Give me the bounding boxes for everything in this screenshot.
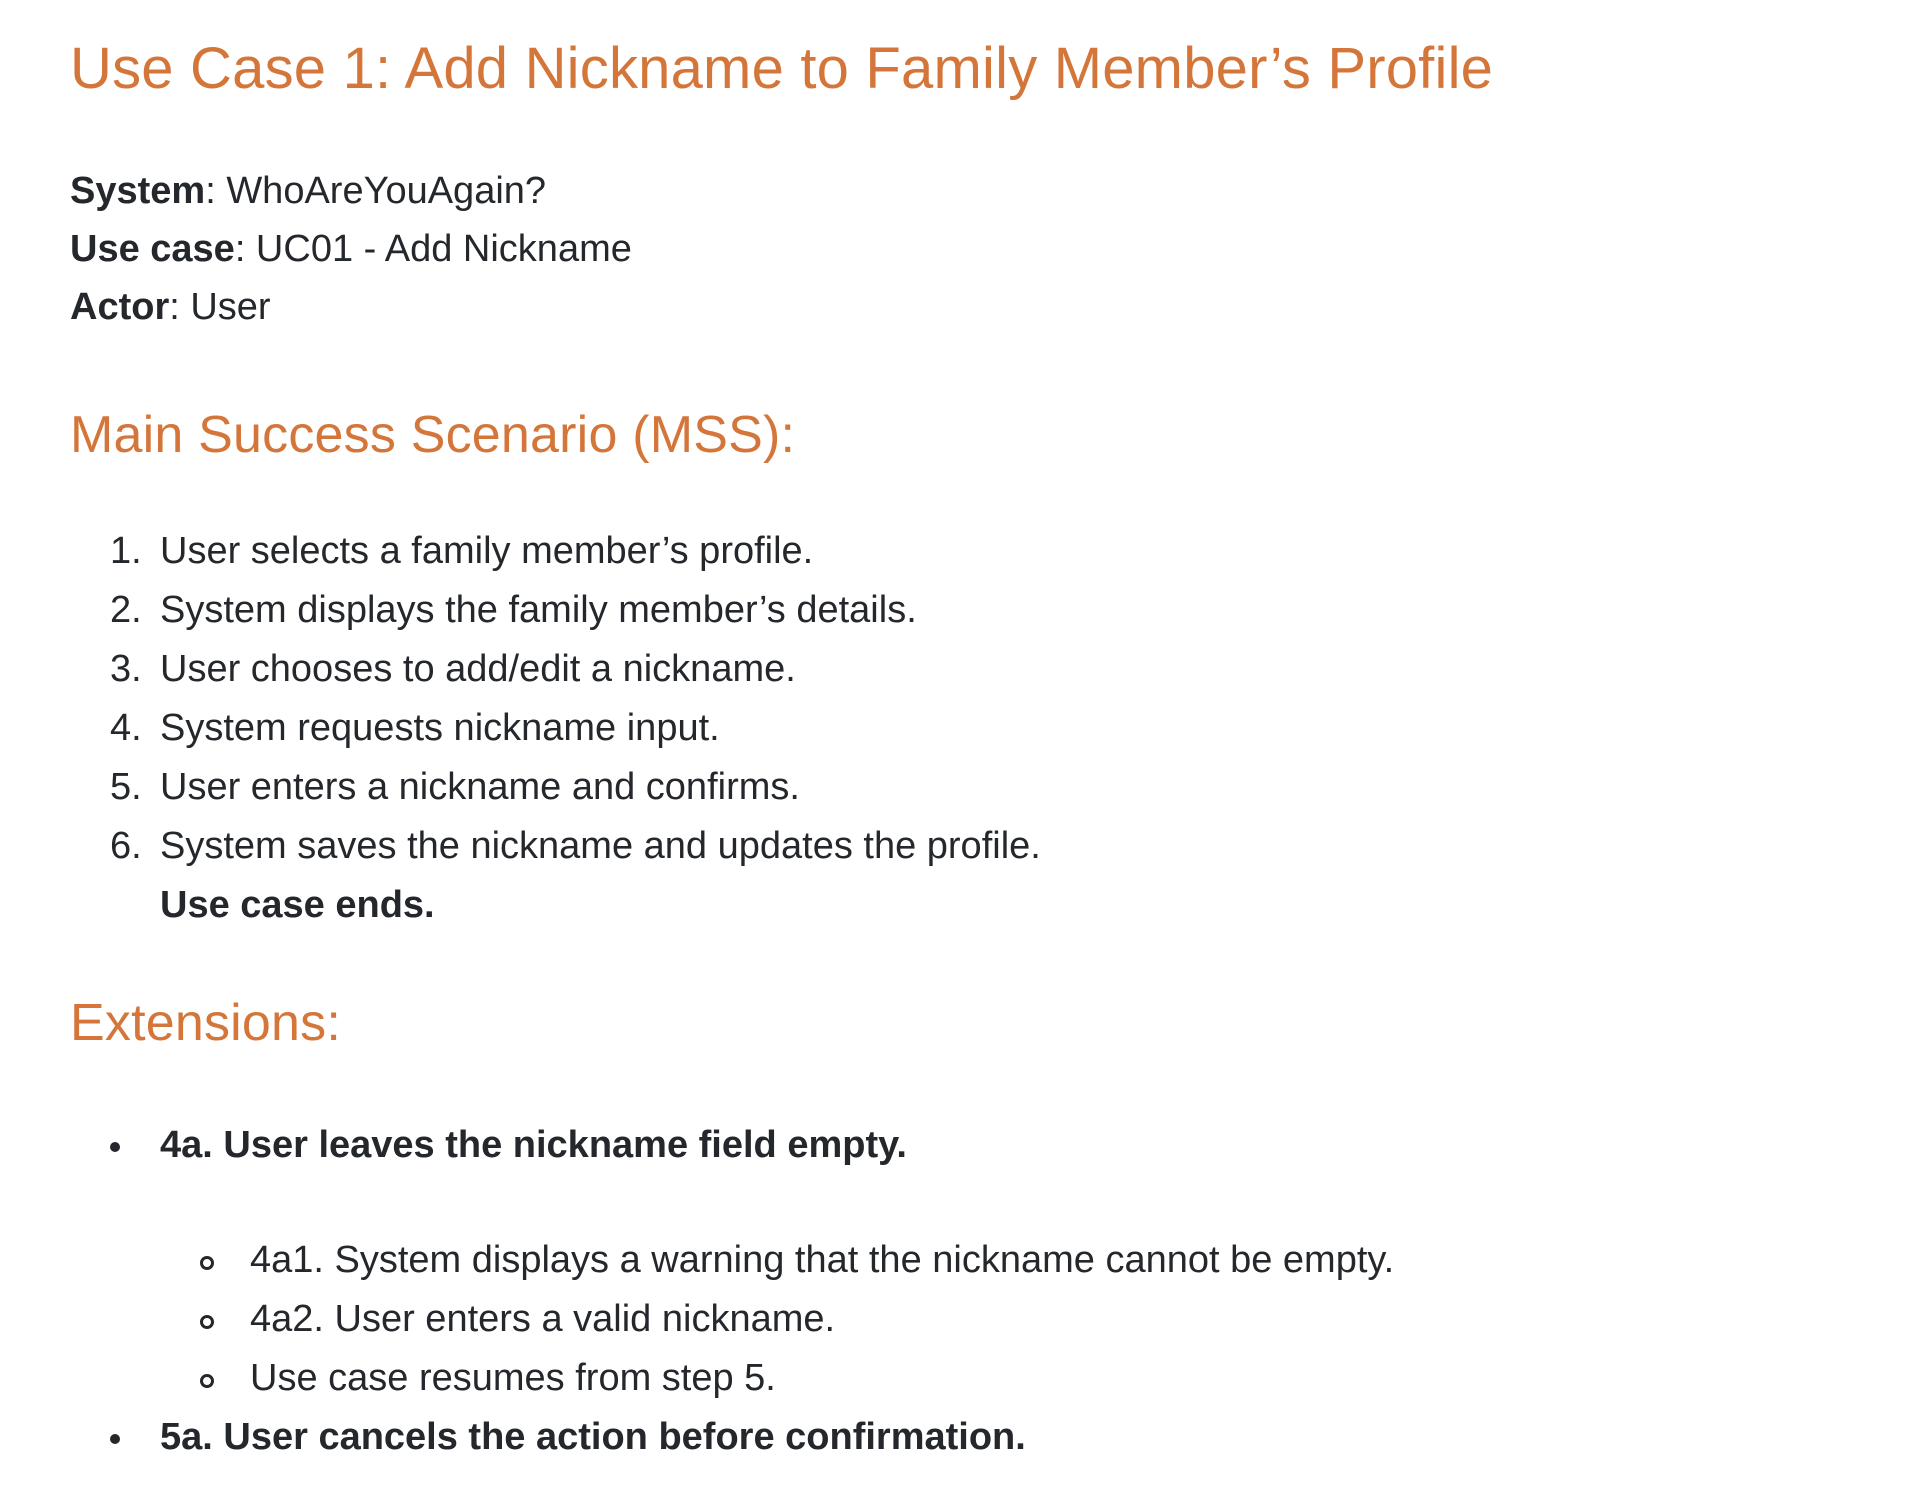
bullet-icon [110, 1434, 120, 1444]
mss-step: 2. System displays the family member’s de… [70, 581, 1041, 640]
step-number: 3. [110, 648, 142, 690]
step-text: System saves the nickname and updates th… [160, 825, 1041, 867]
extensions-heading: Extensions: [70, 994, 342, 1052]
step-text: System displays the family member’s deta… [160, 589, 917, 631]
meta-system: System: WhoAreYouAgain? [70, 162, 632, 220]
meta-label: Use case [70, 228, 235, 270]
step-number: 5. [110, 766, 142, 808]
step-text: User enters a nickname and confirms. [160, 766, 800, 808]
bullet-icon [110, 1142, 120, 1152]
extension-title: 5a. User cancels the action before confi… [160, 1416, 1026, 1458]
mss-step: 4. System requests nickname input. [70, 699, 1041, 758]
hollow-bullet-icon [200, 1374, 214, 1388]
meta-value: : UC01 - Add Nickname [234, 228, 632, 270]
use-case-ends: Use case ends. [160, 884, 435, 926]
extension-substep: 4a1. System displays a warning that the … [160, 1231, 1394, 1290]
step-text: System requests nickname input. [160, 707, 720, 749]
extension-title: 4a. User leaves the nickname field empty… [160, 1124, 907, 1166]
mss-heading: Main Success Scenario (MSS): [70, 406, 796, 464]
mss-steps: 1. User selects a family member’s profile… [70, 522, 1041, 876]
mss-step: 5. User enters a nickname and confirms. [70, 758, 1041, 817]
step-number: 4. [110, 707, 142, 749]
extension-substep: 4a2. User enters a valid nickname. [160, 1290, 1394, 1349]
hollow-bullet-icon [200, 1315, 214, 1329]
substep-text: 4a1. System displays a warning that the … [250, 1239, 1395, 1281]
substep-text: 4a2. User enters a valid nickname. [250, 1298, 836, 1340]
mss-step: 1. User selects a family member’s profile… [70, 522, 1041, 581]
mss-step: 6. System saves the nickname and updates … [70, 817, 1041, 876]
extension-substep: Use case resumes from step 5. [160, 1349, 1394, 1408]
hollow-bullet-icon [200, 1256, 214, 1270]
meta-actor: Actor: User [70, 278, 632, 336]
step-text: User selects a family member’s profile. [160, 530, 814, 572]
step-number: 2. [110, 589, 142, 631]
page-title: Use Case 1: Add Nickname to Family Membe… [70, 36, 1494, 101]
extension-item: 4a. User leaves the nickname field empty… [70, 1116, 1394, 1408]
meta-label: Actor [70, 286, 170, 328]
meta-use-case: Use case: UC01 - Add Nickname [70, 220, 632, 278]
use-case-meta: System: WhoAreYouAgain? Use case: UC01 -… [70, 162, 632, 336]
extension-item: 5a. User cancels the action before confi… [70, 1408, 1394, 1467]
extensions-list: 4a. User leaves the nickname field empty… [70, 1116, 1394, 1467]
substep-text: Use case resumes from step 5. [250, 1357, 776, 1399]
mss-step: 3. User chooses to add/edit a nickname. [70, 640, 1041, 699]
meta-value: : User [169, 286, 271, 328]
step-number: 1. [110, 530, 142, 572]
meta-value: : WhoAreYouAgain? [205, 170, 547, 212]
meta-label: System [70, 170, 206, 212]
extension-substeps: 4a1. System displays a warning that the … [160, 1231, 1394, 1408]
step-text: User chooses to add/edit a nickname. [160, 648, 796, 690]
step-number: 6. [110, 825, 142, 867]
